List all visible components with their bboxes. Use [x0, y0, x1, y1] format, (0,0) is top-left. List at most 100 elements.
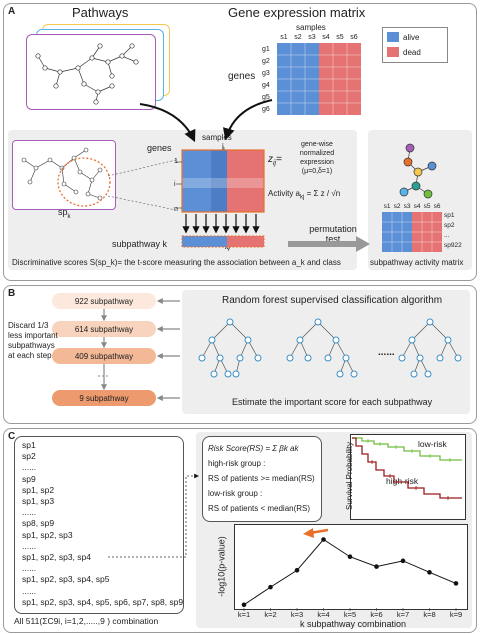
- step-box-922: 922 subpathway: [52, 293, 156, 309]
- zij-desc-line-3: expression: [300, 159, 334, 166]
- zij-desc-line-2: normalized: [299, 150, 335, 157]
- colored-network: [399, 143, 437, 199]
- row-g2: g2: [262, 57, 270, 65]
- rf-tree-3: [398, 318, 462, 378]
- rf-dots: ......: [378, 347, 395, 358]
- col-s1: s1: [280, 34, 288, 41]
- series-line: [243, 538, 457, 606]
- data-point: [268, 584, 273, 590]
- legend-label-dead: dead: [403, 47, 421, 57]
- subpathway-k-label: subpathway k: [112, 239, 168, 249]
- discriminative-scores-text: Discriminative scores S(sp_k)= the t-sco…: [12, 258, 341, 267]
- data-point: [321, 537, 326, 542]
- act-col-s6: s6: [433, 203, 441, 210]
- data-point: [400, 558, 406, 564]
- low-risk-label: low-risk: [418, 439, 447, 449]
- down-arrows: [182, 214, 260, 234]
- act-row-dots: ...: [444, 232, 450, 239]
- data-point: [374, 564, 379, 569]
- survival-plot-frame: [350, 434, 466, 520]
- col-s5: s5: [336, 34, 344, 41]
- subpathway-k-row-alive: [182, 236, 227, 247]
- data-point: [294, 567, 300, 573]
- x-tick-label: k=5: [343, 610, 357, 619]
- row-index-n: n: [174, 206, 178, 213]
- activity-matrix-title: subpathway activity matrix: [370, 258, 464, 267]
- row-g4: g4: [262, 81, 270, 89]
- inner-genes-label: genes: [147, 143, 172, 153]
- pathways-title: Pathways: [72, 5, 129, 20]
- combo-item: sp8, sp9: [22, 518, 55, 529]
- spk-sp: sp: [58, 207, 68, 217]
- row-g1: g1: [262, 45, 270, 53]
- zij-def-eq: =: [276, 154, 282, 165]
- activity-row-labels: sp1 sp2 ... sp922: [444, 212, 472, 252]
- expression-matrix: [277, 43, 361, 115]
- legend: alive dead: [382, 27, 448, 63]
- risk-low-group: low-risk group :: [208, 489, 263, 498]
- rf-tree-2: [286, 318, 358, 378]
- activity-col-labels: s1 s2 s3 s4 s5 s6: [382, 203, 442, 211]
- x-tick-label: k=1: [237, 610, 251, 619]
- legend-swatch-alive: [387, 32, 399, 42]
- line-xlabel: k subpathway combination: [300, 619, 407, 629]
- genes-label: genes: [228, 71, 256, 82]
- combo-item: sp1, sp2, sp3, sp4: [22, 552, 91, 563]
- combo-item: sp2: [22, 451, 36, 462]
- combo-item: sp1: [22, 440, 36, 450]
- akj-sub: kj: [225, 244, 231, 251]
- risk-box: [202, 436, 322, 522]
- act-row-sp2: sp2: [444, 222, 455, 229]
- discard-line-4: at each step: [8, 351, 52, 360]
- combo-item: sp1, sp2: [22, 484, 55, 495]
- inner-samples-label: samples: [202, 133, 232, 142]
- risk-text: Risk Score(RS) = Σ βk ak high-risk group…: [208, 441, 315, 516]
- arrow-pathway-to-matrix: [139, 103, 196, 143]
- combo-item: sp1, sp2, sp3, sp4, sp5, sp6, sp7, sp8, …: [22, 596, 184, 607]
- col-s2: s2: [294, 34, 302, 41]
- activity-matrix: [382, 212, 442, 252]
- high-risk-censor-marks: [371, 460, 449, 500]
- col-s4: s4: [322, 34, 330, 41]
- activity-formula: Activity akj = Σ z / √n: [268, 190, 340, 201]
- zij-description: gene-wise normalized expression (μ=0,δ=1…: [292, 140, 342, 176]
- rf-subtitle: Estimate the important score for each su…: [232, 397, 433, 407]
- act-col-s2: s2: [393, 203, 401, 210]
- permutation-line-1: permutation: [309, 224, 357, 234]
- x-tick-label: k=8: [423, 610, 436, 619]
- combo-item: sp1, sp3: [22, 496, 55, 507]
- rf-back-arrows: [156, 298, 180, 401]
- row-index-1: 1: [174, 158, 178, 165]
- arrow-expression-to-matrix: [223, 99, 273, 141]
- row-index-i: i: [174, 181, 176, 188]
- matrix-row-labels: g1 g2 g3 g4 g5 g6: [262, 43, 276, 115]
- permutation-arrowhead: [356, 236, 370, 252]
- x-tick-label: k=3: [290, 610, 304, 619]
- panel-b-label: B: [8, 288, 16, 299]
- combo-item: ......: [22, 563, 37, 574]
- combo-item: sp1, sp2, sp3: [22, 529, 73, 540]
- zij-def-z: z: [268, 154, 273, 165]
- row-g3: g3: [262, 69, 270, 77]
- step-box-9: 9 subpathway: [52, 390, 156, 406]
- matrix-col-labels: s1 s2 s3 s4 s5 s6: [277, 34, 361, 43]
- pvalue-line-chart: [241, 537, 459, 611]
- subpathway-k-row-dead: [227, 236, 264, 247]
- spk-connector: [107, 159, 177, 211]
- risk-score-formula: Risk Score(RS) = Σ βk ak: [208, 444, 299, 453]
- spk-sub: k: [67, 213, 71, 220]
- zij-definition: zij=: [268, 154, 282, 168]
- subgraph-network: [21, 147, 103, 201]
- row-g5: g5: [262, 93, 270, 101]
- combination-caption: All 511(ΣC9i, i=1,2,.....,9 ) combinatio…: [14, 616, 159, 626]
- pathway-network: [35, 43, 139, 105]
- high-risk-label: high-risk: [386, 476, 419, 486]
- x-tick-label: k=7: [396, 610, 410, 619]
- matrix-samples-label: samples: [296, 23, 326, 32]
- act-col-s3: s3: [403, 203, 411, 210]
- risk-high-group: high-risk group :: [208, 459, 266, 468]
- step-box-614: 614 subpathway: [52, 321, 156, 337]
- permutation-line-2: test: [325, 234, 341, 244]
- combination-list: sp1 sp2 ...... sp9 sp1, sp2 sp1, sp3 ...…: [22, 440, 183, 608]
- data-point: [347, 554, 353, 560]
